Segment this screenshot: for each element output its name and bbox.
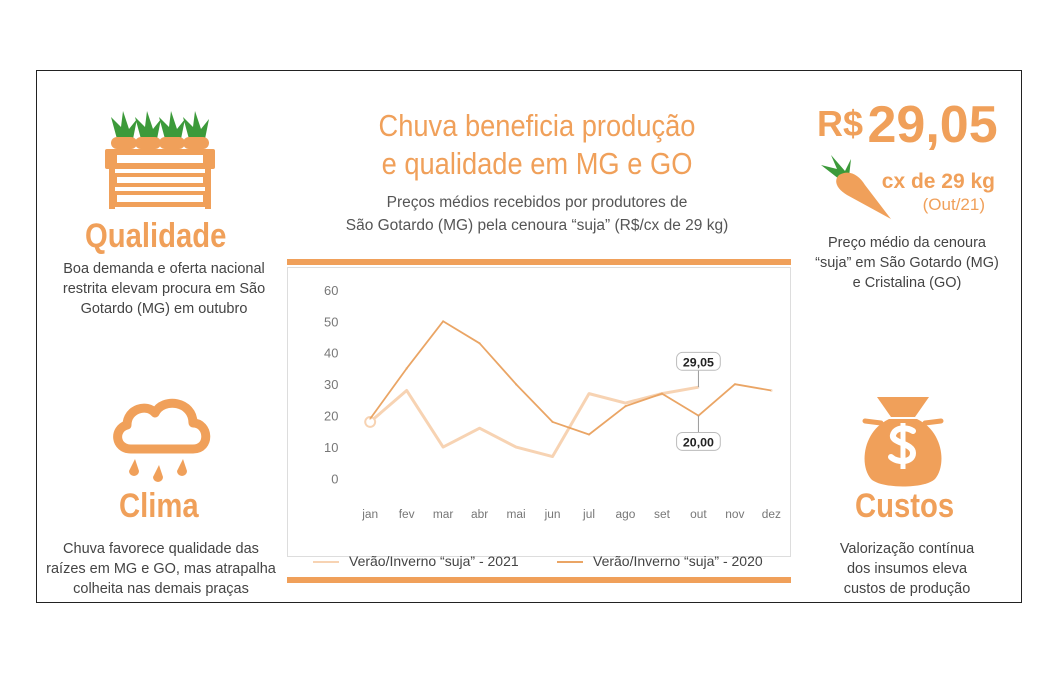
carrot-icon <box>821 155 891 219</box>
x-tick-label: set <box>654 507 671 521</box>
price-chart: 0 10 20 30 40 50 60 jan fev mar abr mai jun jul ago set… <box>287 261 791 581</box>
legend-item-2020: Verão/Inverno “suja” - 2020 <box>557 553 763 569</box>
rain-cloud-icon <box>113 398 211 482</box>
line-chart-svg: 0 10 20 30 40 50 60 jan fev mar abr mai jun jul ago set… <box>287 267 791 557</box>
chart-top-bar <box>287 259 791 265</box>
x-tick-label: jan <box>361 507 378 521</box>
y-tick-label: 20 <box>324 409 338 424</box>
custos-text: Valorização contínua dos insumos eleva c… <box>839 541 975 597</box>
annotation-box <box>676 351 721 371</box>
y-tick-label: 0 <box>331 472 338 487</box>
x-tick-label: out <box>690 507 707 521</box>
qualidade-text: Boa demanda e oferta nacional restrita e… <box>62 261 266 317</box>
chart-subtitle: Preços médios recebidos por produtores d… <box>345 194 729 234</box>
x-tick-label: mai <box>506 507 525 521</box>
clima-text: Chuva favorece qualidade das raízes em M… <box>46 541 276 597</box>
money-bag-icon <box>862 397 944 487</box>
x-tick-label: mar <box>433 507 454 521</box>
x-tick-label: fev <box>399 507 415 521</box>
legend-swatch-2021 <box>313 561 339 564</box>
y-tick-label: 40 <box>324 346 338 361</box>
price-value: R$ 29,05 <box>817 96 998 154</box>
data-label: 29,05 <box>683 355 714 369</box>
y-tick-label: 50 <box>324 314 338 329</box>
main-title: Chuva beneficia produção e qualidade em … <box>378 108 696 181</box>
annotation-box <box>676 432 721 451</box>
series-line-1 <box>369 320 772 436</box>
y-tick-label: 10 <box>324 440 338 455</box>
data-label: 20,00 <box>683 435 714 449</box>
price-text: Preço médio da cenoura “suja” em São Got… <box>815 235 999 291</box>
carrot-crate-icon <box>105 111 215 209</box>
x-tick-label: jun <box>544 507 561 521</box>
x-tick-label: ago <box>616 507 636 521</box>
x-tick-label: nov <box>725 507 744 521</box>
series-point-0 <box>364 415 377 428</box>
clima-title: Clima <box>119 487 199 525</box>
x-tick-label: jul <box>582 507 595 521</box>
legend-swatch-2020 <box>557 561 583 564</box>
custos-title: Custos <box>855 487 955 525</box>
legend-item-2021: Verão/Inverno “suja” - 2021 <box>313 553 519 569</box>
x-tick-label: dez <box>762 507 781 521</box>
infographic-frame: Qualidade Boa demanda e oferta nacional … <box>36 70 1022 603</box>
chart-bottom-bar <box>287 577 791 583</box>
y-tick-label: 60 <box>324 283 338 298</box>
price-period: (Out/21) <box>922 195 985 214</box>
price-unit: cx de 29 kg <box>881 170 995 193</box>
series-line-0 <box>369 385 699 459</box>
y-tick-label: 30 <box>324 377 338 392</box>
qualidade-title: Qualidade <box>85 217 227 255</box>
x-tick-label: abr <box>471 507 488 521</box>
